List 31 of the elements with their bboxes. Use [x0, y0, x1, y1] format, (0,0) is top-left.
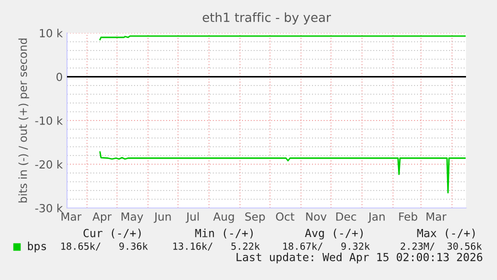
text: Max (-/+) [417, 228, 475, 239]
y-tick-label: -30 k [35, 204, 63, 212]
text: Last update: Wed Apr 15 02:00:13 2026 [236, 252, 482, 264]
text: 13.16k/ 5.22k [173, 242, 260, 251]
x-tick-label: Nov [306, 212, 327, 221]
x-tick-label: Sep [245, 212, 265, 223]
text: Min (-/+) [195, 228, 253, 239]
text: 2.23M/ 30.56k [400, 242, 482, 251]
x-tick-label: Oct [276, 212, 294, 221]
text: Avg (-/+) [305, 228, 363, 240]
x-tick-label: Aug [213, 212, 234, 223]
text: Cur (-/+) [84, 228, 141, 239]
x-tick-label: Dec [336, 212, 356, 221]
x-tick-label: Jun [154, 212, 171, 223]
x-tick-label: Feb [399, 212, 418, 221]
y-tick-label: 10 k [40, 28, 63, 38]
x-tick-label: Apr [92, 212, 112, 223]
line-series [99, 151, 466, 194]
text: 18.67k/ 9.32k [283, 242, 370, 251]
text: 18.65k/ 9.36k [61, 242, 148, 251]
x-tick-label: Mar [426, 212, 446, 221]
y-tick-label: 0 [56, 72, 62, 82]
legend-label: bps [28, 242, 46, 252]
y-axis-title: bits in (-) / out (+) per second [18, 38, 30, 202]
x-tick-label: Jan [368, 212, 385, 223]
y-tick-label: -10 k [35, 116, 63, 125]
x-tick-label: Mar [62, 212, 82, 221]
chart-title: eth1 traffic - by year [202, 12, 331, 24]
x-tick-label: May [122, 212, 144, 223]
y-tick-label: -20 k [35, 160, 63, 169]
x-tick-label: Jul [186, 212, 199, 223]
